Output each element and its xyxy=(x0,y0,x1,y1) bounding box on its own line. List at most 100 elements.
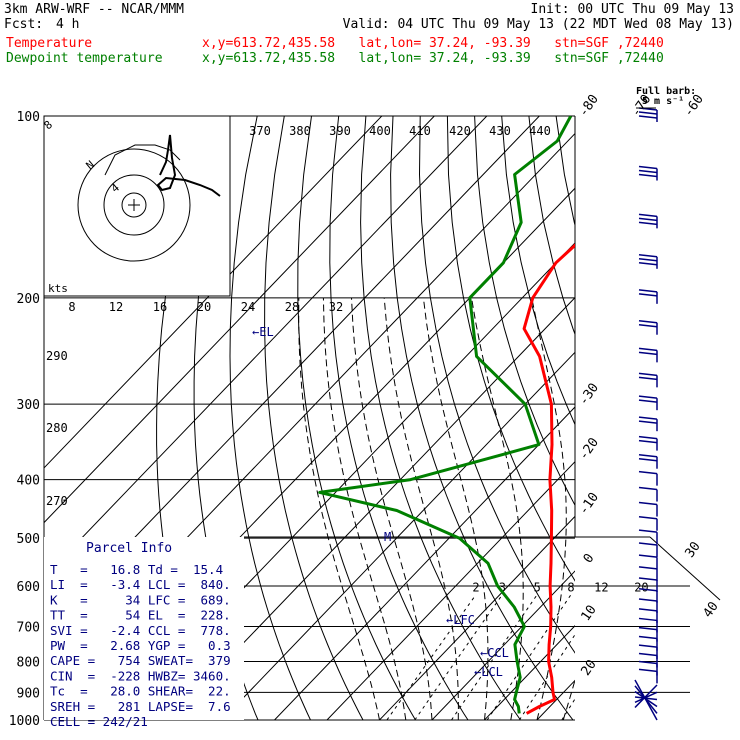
isotherm-label: 10 xyxy=(578,603,599,624)
hodo-speed-label: 12 xyxy=(109,300,123,314)
theta-labels: 370 380 390 400 410 420 430 440 xyxy=(249,124,551,138)
dry-adiabat xyxy=(474,116,575,507)
parcel-info-row: CAPE = 754 SWEAT= 379 xyxy=(50,653,231,668)
mixing-ratio-label: 8 xyxy=(567,581,574,595)
moist-adiabat xyxy=(471,297,524,720)
isotherm-label: 40 xyxy=(700,599,721,620)
isotherm-line xyxy=(590,116,740,720)
mixing-ratio-label: 3 xyxy=(499,581,506,595)
parcel-info-title: Parcel Info xyxy=(86,541,172,556)
dry-adiabat xyxy=(501,116,575,426)
mixing-ratio-label: 20 xyxy=(634,581,648,595)
isotherm-label: 0 xyxy=(581,551,598,566)
mixing-ratio-labels: 2 3 5 8 12 20 xyxy=(472,581,648,595)
left-theta-labels: 290 280 270 xyxy=(46,349,68,508)
hodograph-speed-labels: 8 12 16 20 24 28 32 xyxy=(68,300,343,314)
dry-adiabat xyxy=(390,116,574,720)
isotherm-label: 30 xyxy=(682,539,703,560)
hodograph: 8 N 4 kts xyxy=(42,115,231,297)
legend-temperature: Temperature xyxy=(6,36,93,51)
wind-barb xyxy=(634,691,658,704)
theta-label: 430 xyxy=(489,124,511,138)
profiles xyxy=(318,116,575,715)
parcel-level-markers: ←EL ←LFC ←CCL ←LCL M xyxy=(252,325,509,679)
isotherm-line xyxy=(274,406,575,720)
mixing-ratio-label: 12 xyxy=(594,581,608,595)
isotherm-line xyxy=(326,460,575,720)
lcl-marker: ←LCL xyxy=(474,665,503,679)
parcel-info-row: T = 16.8 Td = 15.4 xyxy=(50,562,223,577)
isotherm-line xyxy=(44,116,383,469)
mixing-ratio-label: 5 xyxy=(534,581,541,595)
theta-label: 390 xyxy=(329,124,351,138)
model-title: 3km ARW-WRF -- NCAR/MMM xyxy=(4,2,185,17)
dry-adiabat xyxy=(418,116,575,654)
pressure-label: 800 xyxy=(17,655,40,670)
init-time: Init: 00 UTC Thu 09 May 13 xyxy=(530,2,735,17)
moist-adiabat xyxy=(616,298,740,720)
theta-label: 410 xyxy=(409,124,431,138)
mixing-ratio-line xyxy=(451,594,538,720)
mixing-ratio-grid xyxy=(386,594,575,720)
pressure-label: 500 xyxy=(17,532,40,547)
pressure-axis-labels: 100 200 300 400 500 600 700 800 900 1000 xyxy=(9,110,40,729)
svg-text:8: 8 xyxy=(42,118,55,132)
parcel-info-row: K = 34 LFC = 689. xyxy=(50,592,231,607)
dry-adiabat xyxy=(229,116,311,720)
moist-adiabat xyxy=(531,297,567,720)
parcel-info-row: CIN = -228 HWBZ= 3460. xyxy=(50,668,231,683)
moist-adiabat xyxy=(298,297,380,720)
isotherm-line xyxy=(379,515,575,720)
hodo-speed-label: 8 xyxy=(68,300,75,314)
dry-adiabat xyxy=(610,116,740,720)
isotherm-label: -80 xyxy=(576,92,602,120)
dry-adiabat xyxy=(329,116,469,720)
left-theta-label: 270 xyxy=(46,494,68,508)
isotherm-label: -20 xyxy=(576,435,602,463)
wind-barb xyxy=(634,679,658,721)
barb-legend: Full barb: 5 m s⁻¹ xyxy=(636,86,696,109)
theta-label: 440 xyxy=(529,124,551,138)
parcel-info-row: TT = 54 EL = 228. xyxy=(50,608,231,623)
pressure-label: 900 xyxy=(17,686,40,701)
left-theta-label: 280 xyxy=(46,421,68,435)
isotherm-label: -30 xyxy=(576,381,602,409)
theta-label: 370 xyxy=(249,124,271,138)
isotherm-line xyxy=(431,570,575,720)
parcel-info-row: LI = -3.4 LCL = 840. xyxy=(50,577,231,592)
parcel-info-row: Tc = 28.0 SHEAR= 22. xyxy=(50,684,231,699)
barb-legend-line1: Full barb: xyxy=(636,86,696,97)
isotherm-label: -50 xyxy=(734,92,740,120)
moist-adiabat xyxy=(351,297,433,720)
lfc-marker: ←LFC xyxy=(446,613,475,627)
isotherm-line xyxy=(44,116,435,524)
isotherm-line xyxy=(44,116,488,579)
pressure-label: 100 xyxy=(17,110,40,125)
dry-adiabat xyxy=(264,116,364,720)
isotherm-line xyxy=(169,296,575,720)
isotherm-line xyxy=(536,679,575,720)
adiabat-grid xyxy=(156,116,740,720)
legend-dewpoint: Dewpoint temperature xyxy=(6,51,163,66)
m-marker: M xyxy=(384,530,391,544)
dry-adiabat xyxy=(528,116,575,336)
parcel-info-box: Parcel Info T = 16.8 Td = 15.4LI = -3.4 … xyxy=(44,537,244,729)
pressure-label: 400 xyxy=(17,474,40,489)
mixing-ratio-line xyxy=(518,633,575,720)
valid-time: Valid: 04 UTC Thu 09 May 13 (22 MDT Wed … xyxy=(342,17,734,32)
hodo-speed-label: 24 xyxy=(241,300,255,314)
mixing-ratio-line xyxy=(486,594,572,720)
forecast-label: Fcst: xyxy=(4,17,44,32)
parcel-info-row: PW = 2.68 YGP = 0.3 xyxy=(50,638,231,653)
hodo-speed-label: 16 xyxy=(153,300,167,314)
theta-label: 380 xyxy=(289,124,311,138)
pressure-label: 1000 xyxy=(9,714,40,729)
isotherm-line xyxy=(221,351,575,720)
lower-panel-box xyxy=(244,536,721,693)
dry-adiabat xyxy=(297,116,416,720)
moist-adiabat xyxy=(383,297,459,720)
moist-adiabat xyxy=(562,678,575,720)
mixing-ratio-line xyxy=(561,697,575,720)
left-theta-label: 290 xyxy=(46,349,68,363)
parcel-info-row: CELL = 242/21 xyxy=(50,714,148,729)
